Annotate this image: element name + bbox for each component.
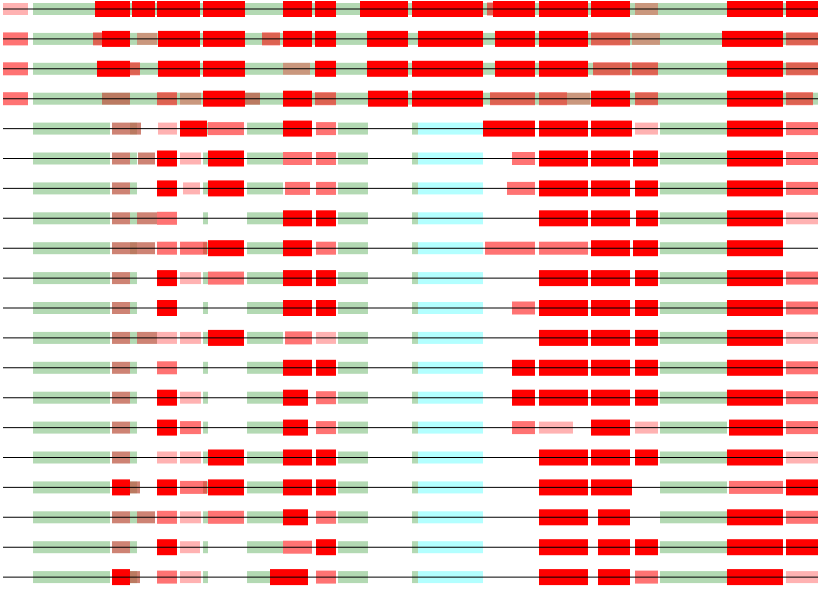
page: (() => { const data = JSON.parse(documen… — [3, 1, 818, 586]
track-view — [3, 1, 818, 586]
